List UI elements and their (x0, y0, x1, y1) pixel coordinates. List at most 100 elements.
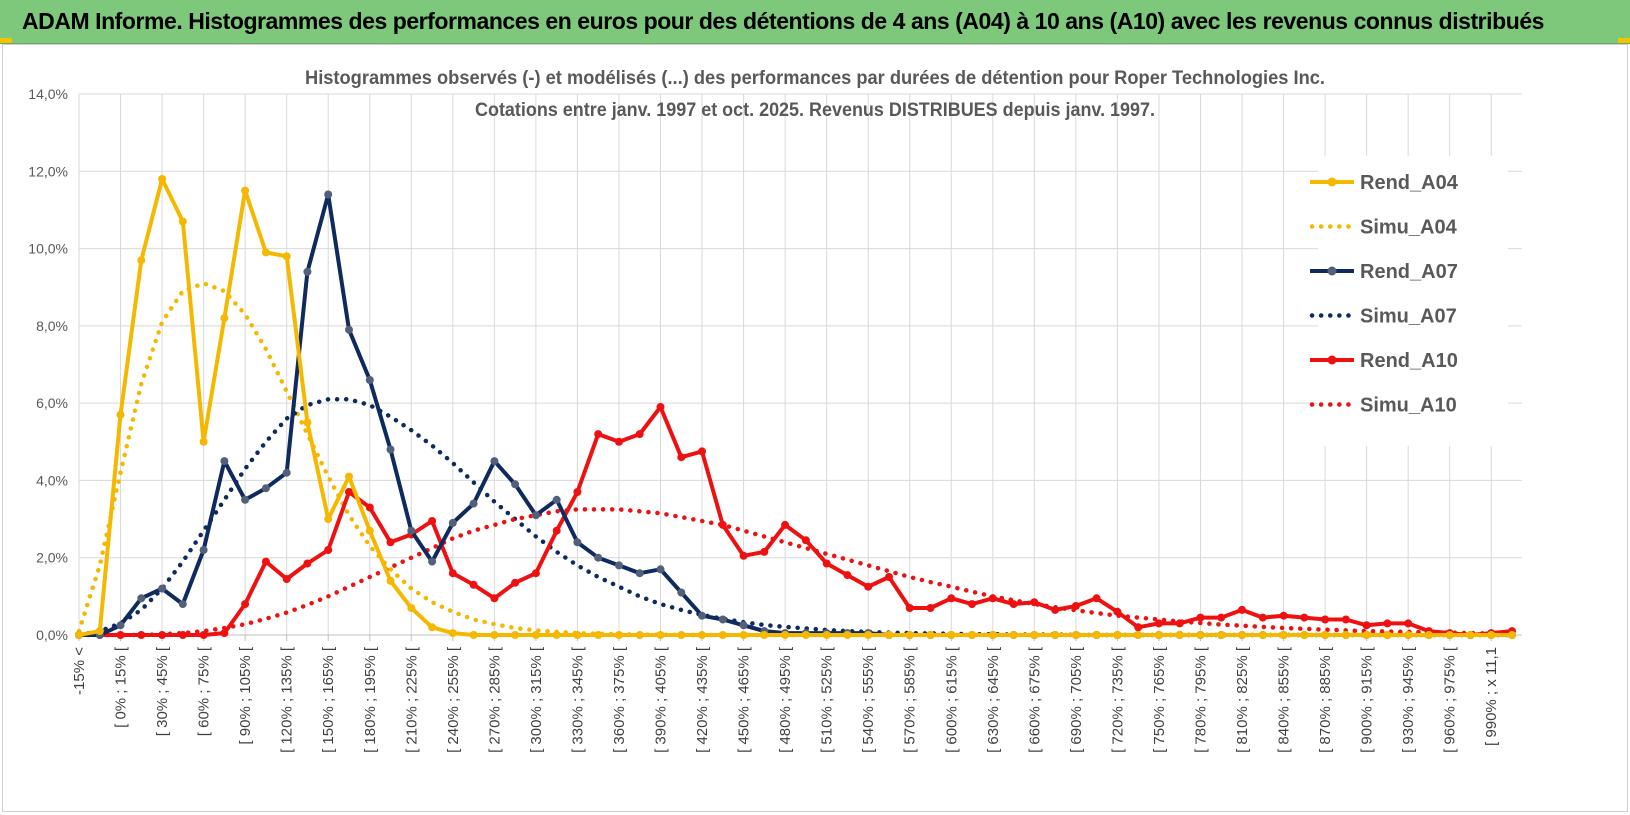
data-point-rend_a10 (1383, 619, 1392, 628)
data-point-rend_a10 (801, 536, 810, 545)
data-point-rend_a10 (345, 488, 353, 496)
legend-label-rend_a07: Rend_A07 (1360, 261, 1458, 283)
x-tick-label: [ 510% ; 525% [ (819, 646, 836, 753)
data-point-rend_a10 (469, 580, 478, 589)
data-point-rend_a07 (407, 526, 416, 535)
x-tick-label: [ 270% ; 285% [ (486, 646, 503, 753)
data-point-rend_a07 (282, 468, 291, 477)
data-point-rend_a04 (345, 472, 353, 481)
data-point-rend_a10 (573, 488, 582, 496)
x-tick-label: [ 570% ; 585% [ (902, 646, 919, 753)
data-point-rend_a04 (1154, 631, 1163, 639)
data-point-rend_a04 (905, 631, 914, 639)
y-tick-label: 8,0% (36, 318, 68, 334)
data-point-rend_a10 (365, 503, 374, 512)
data-point-rend_a10 (635, 430, 644, 439)
data-point-rend_a07 (261, 484, 270, 493)
chart-grid (78, 93, 1522, 636)
data-point-rend_a07 (615, 561, 623, 570)
data-point-rend_a04 (1258, 631, 1267, 639)
x-tick-label: [ 150% ; 165% [ (320, 646, 337, 753)
data-point-rend_a04 (324, 515, 333, 524)
legend-label-simu_a07: Simu_A07 (1360, 306, 1457, 328)
data-point-rend_a10 (1300, 613, 1309, 622)
data-point-rend_a04 (158, 175, 167, 183)
x-tick-label: [ 30% ; 45% [ (154, 646, 171, 736)
data-point-rend_a10 (1175, 619, 1184, 628)
data-point-rend_a04 (968, 631, 976, 639)
data-point-rend_a07 (448, 518, 457, 527)
data-point-rend_a04 (241, 186, 250, 195)
data-point-rend_a07 (718, 615, 727, 624)
data-point-rend_a04 (1300, 631, 1309, 639)
data-point-rend_a10 (199, 631, 208, 639)
x-axis: -15% < [ 0% ; 15% [[ 30% ; 45% [[ 60% ; 7… (71, 634, 1522, 753)
x-tick-label: [ 60% ; 75% [ (196, 646, 213, 736)
data-point-rend_a04 (75, 631, 83, 639)
data-point-rend_a10 (178, 631, 187, 639)
data-point-rend_a10 (282, 575, 291, 583)
data-point-rend_a04 (220, 314, 229, 323)
x-tick-label: [ 180% ; 195% [ (362, 646, 379, 753)
data-point-rend_a04 (282, 252, 291, 261)
data-point-rend_a04 (594, 631, 603, 639)
data-point-rend_a10 (552, 526, 561, 535)
data-point-rend_a10 (158, 631, 167, 639)
data-point-rend_a07 (428, 557, 437, 566)
data-point-rend_a04 (365, 526, 374, 535)
data-point-rend_a04 (822, 631, 831, 639)
data-point-rend_a10 (885, 573, 893, 581)
legend-marker-rend_a07 (1327, 266, 1337, 276)
legend-label-rend_a04: Rend_A04 (1360, 172, 1459, 194)
data-point-rend_a07 (345, 325, 353, 334)
data-point-rend_a04 (1508, 631, 1516, 639)
x-tick-label: -15% < (71, 647, 88, 695)
data-point-rend_a10 (988, 594, 997, 603)
plot-area (75, 175, 1516, 639)
data-point-rend_a04 (656, 631, 665, 639)
data-point-rend_a10 (1321, 615, 1330, 624)
data-point-rend_a04 (615, 631, 623, 639)
data-point-rend_a10 (677, 453, 686, 462)
data-point-rend_a07 (178, 600, 187, 609)
data-point-rend_a10 (947, 594, 956, 603)
data-point-rend_a10 (1154, 619, 1163, 628)
data-point-rend_a04 (1092, 631, 1101, 639)
x-tick-label: [ 780% ; 795% [ (1192, 646, 1209, 753)
data-point-rend_a10 (1279, 611, 1288, 620)
series-line-rend_a10 (79, 405, 1513, 637)
x-tick-label: [ 660% ; 675% [ (1026, 646, 1043, 753)
x-tick-label: [ 960% ; 975% [ (1442, 646, 1459, 753)
data-point-rend_a04 (801, 631, 810, 639)
legend-background (1318, 156, 1508, 446)
data-point-rend_a04 (1196, 631, 1205, 639)
data-point-rend_a04 (573, 631, 582, 639)
data-point-rend_a07 (469, 499, 478, 508)
x-tick-label: [ 690% ; 705% [ (1068, 646, 1085, 753)
data-point-rend_a10 (116, 631, 125, 639)
data-point-rend_a04 (739, 631, 748, 639)
data-point-rend_a10 (261, 557, 270, 566)
data-point-rend_a04 (1487, 631, 1496, 639)
data-point-rend_a10 (1404, 619, 1413, 628)
data-point-rend_a04 (261, 248, 270, 257)
x-tick-label: [ 240% ; 255% [ (445, 646, 462, 753)
series-line-rend_a04 (78, 177, 1512, 637)
data-point-rend_a04 (490, 631, 499, 639)
data-point-rend_a04 (698, 631, 706, 639)
x-tick-label: [ 900% ; 915% [ (1359, 646, 1376, 753)
data-point-rend_a04 (1217, 631, 1226, 639)
data-point-rend_a04 (843, 631, 852, 639)
data-point-rend_a10 (531, 569, 540, 578)
data-point-rend_a10 (448, 569, 457, 578)
data-point-rend_a07 (739, 621, 748, 630)
banner-accent-right (1618, 38, 1630, 43)
x-tick-label: [ 300% ; 315% [ (528, 646, 545, 753)
x-tick-label: [ 90% ; 105% [ (237, 646, 254, 744)
x-tick-label: [ 990% ; x 11,1 (1483, 647, 1500, 746)
data-point-rend_a04 (718, 631, 727, 639)
y-tick-label: 12,0% (28, 163, 68, 179)
data-point-rend_a04 (1466, 631, 1475, 639)
data-point-rend_a07 (220, 457, 229, 466)
data-point-rend_a07 (552, 495, 561, 504)
